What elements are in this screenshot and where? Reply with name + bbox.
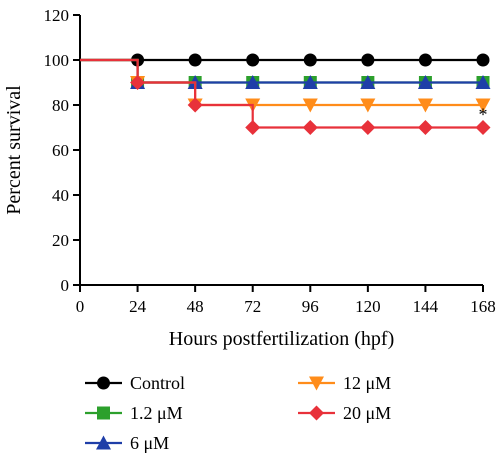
data-point-4 [130, 75, 146, 90]
y-tick-label: 60 [52, 141, 69, 160]
x-tick-label: 0 [76, 297, 85, 316]
data-point-3 [475, 98, 491, 113]
data-point-3 [417, 98, 433, 113]
data-point-0 [188, 53, 202, 67]
data-point-0 [246, 53, 260, 67]
x-tick-label: 144 [413, 297, 439, 316]
legend-label: 1.2 μM [130, 403, 183, 423]
data-point-4 [302, 120, 318, 135]
x-axis-label: Hours postfertilization (hpf) [169, 328, 395, 350]
x-tick-label: 24 [129, 297, 147, 316]
y-tick-label: 0 [61, 276, 70, 295]
series-line-4 [80, 58, 483, 129]
y-tick-label: 80 [52, 96, 69, 115]
data-point-4 [475, 120, 491, 135]
data-point-4 [360, 120, 376, 135]
legend-label: Control [130, 373, 185, 393]
data-point-0 [361, 53, 375, 67]
x-tick-label: 96 [302, 297, 319, 316]
x-tick-label: 120 [355, 297, 381, 316]
data-point-0 [303, 53, 317, 67]
data-point-3 [360, 98, 376, 113]
data-point-0 [476, 53, 490, 67]
legend-marker [309, 405, 324, 421]
data-point-2 [360, 75, 376, 89]
x-tick-label: 48 [187, 297, 204, 316]
y-tick-label: 40 [52, 186, 69, 205]
legend-label: 12 μM [343, 373, 391, 393]
x-tick-label: 72 [244, 297, 261, 316]
data-point-0 [418, 53, 432, 67]
data-point-2 [245, 75, 261, 89]
data-point-2 [417, 75, 433, 89]
data-point-2 [302, 75, 318, 89]
y-tick-label: 120 [44, 6, 70, 25]
y-axis-label: Percent survival [3, 85, 25, 215]
legend-marker [309, 376, 324, 391]
x-tick-label: 168 [470, 297, 496, 316]
data-point-2 [475, 75, 491, 89]
legend-marker [97, 406, 110, 420]
legend-label: 20 μM [343, 403, 391, 423]
legend-label: 6 μM [130, 433, 169, 453]
y-tick-label: 20 [52, 231, 69, 250]
legend-marker [97, 376, 110, 390]
legend-marker [96, 435, 111, 450]
data-point-3 [302, 98, 318, 113]
data-point-4 [245, 120, 261, 135]
data-point-4 [417, 120, 433, 135]
data-point-4 [187, 97, 203, 113]
significance-annotation: * [479, 104, 488, 124]
y-tick-label: 100 [44, 51, 70, 70]
